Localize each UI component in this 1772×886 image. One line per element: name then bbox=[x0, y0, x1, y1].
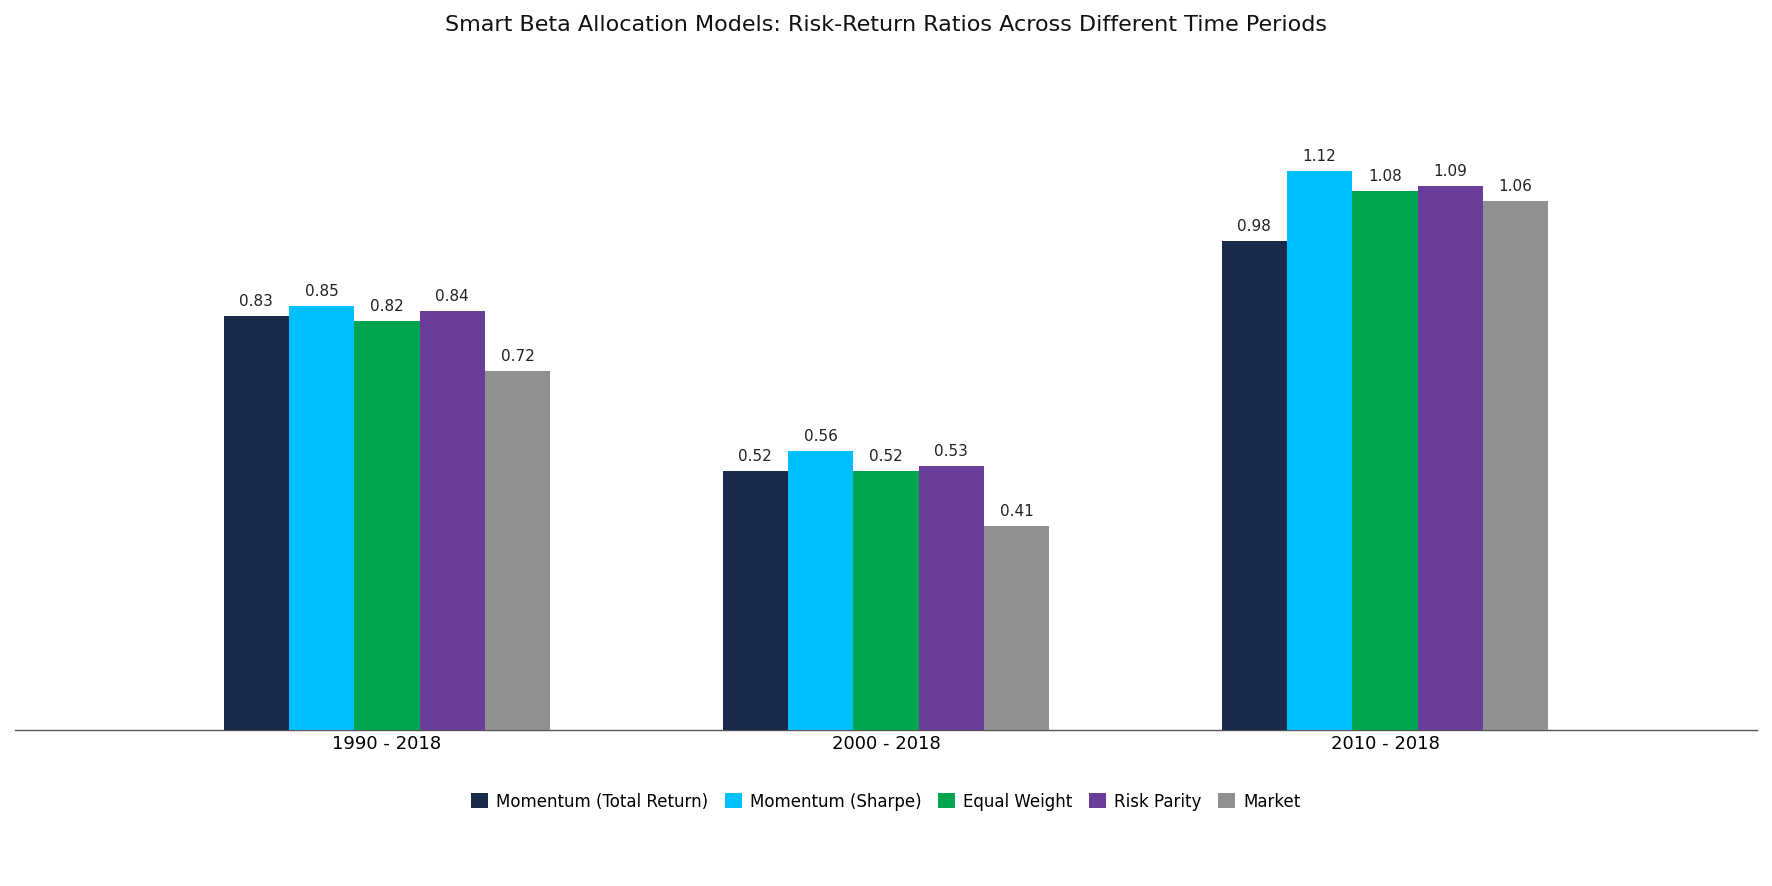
Bar bbox=[354, 321, 420, 730]
Text: 0.82: 0.82 bbox=[370, 299, 404, 315]
Bar bbox=[289, 306, 354, 730]
Text: 0.41: 0.41 bbox=[999, 504, 1033, 519]
Bar bbox=[723, 470, 789, 730]
Text: 0.83: 0.83 bbox=[239, 294, 273, 309]
Bar bbox=[1221, 241, 1286, 730]
Text: 1.08: 1.08 bbox=[1368, 169, 1402, 184]
Text: 0.53: 0.53 bbox=[934, 444, 968, 459]
Bar bbox=[983, 525, 1049, 730]
Bar bbox=[854, 470, 918, 730]
Bar bbox=[1418, 186, 1483, 730]
Text: 0.56: 0.56 bbox=[804, 429, 838, 444]
Bar bbox=[486, 370, 551, 730]
Text: 1.09: 1.09 bbox=[1434, 165, 1467, 179]
Bar bbox=[918, 466, 983, 730]
Bar bbox=[789, 451, 854, 730]
Bar bbox=[420, 311, 486, 730]
Text: 0.72: 0.72 bbox=[501, 349, 535, 364]
Bar bbox=[1286, 171, 1352, 730]
Bar bbox=[223, 315, 289, 730]
Bar bbox=[1352, 190, 1418, 730]
Text: 0.85: 0.85 bbox=[305, 284, 338, 299]
Text: 0.52: 0.52 bbox=[868, 449, 904, 464]
Text: 0.52: 0.52 bbox=[739, 449, 773, 464]
Text: 0.98: 0.98 bbox=[1237, 220, 1271, 234]
Legend: Momentum (Total Return), Momentum (Sharpe), Equal Weight, Risk Parity, Market: Momentum (Total Return), Momentum (Sharp… bbox=[464, 786, 1308, 817]
Text: 1.06: 1.06 bbox=[1499, 179, 1533, 194]
Bar bbox=[1483, 201, 1549, 730]
Title: Smart Beta Allocation Models: Risk-Return Ratios Across Different Time Periods: Smart Beta Allocation Models: Risk-Retur… bbox=[445, 15, 1327, 35]
Text: 0.84: 0.84 bbox=[436, 290, 470, 304]
Text: 1.12: 1.12 bbox=[1302, 150, 1336, 165]
